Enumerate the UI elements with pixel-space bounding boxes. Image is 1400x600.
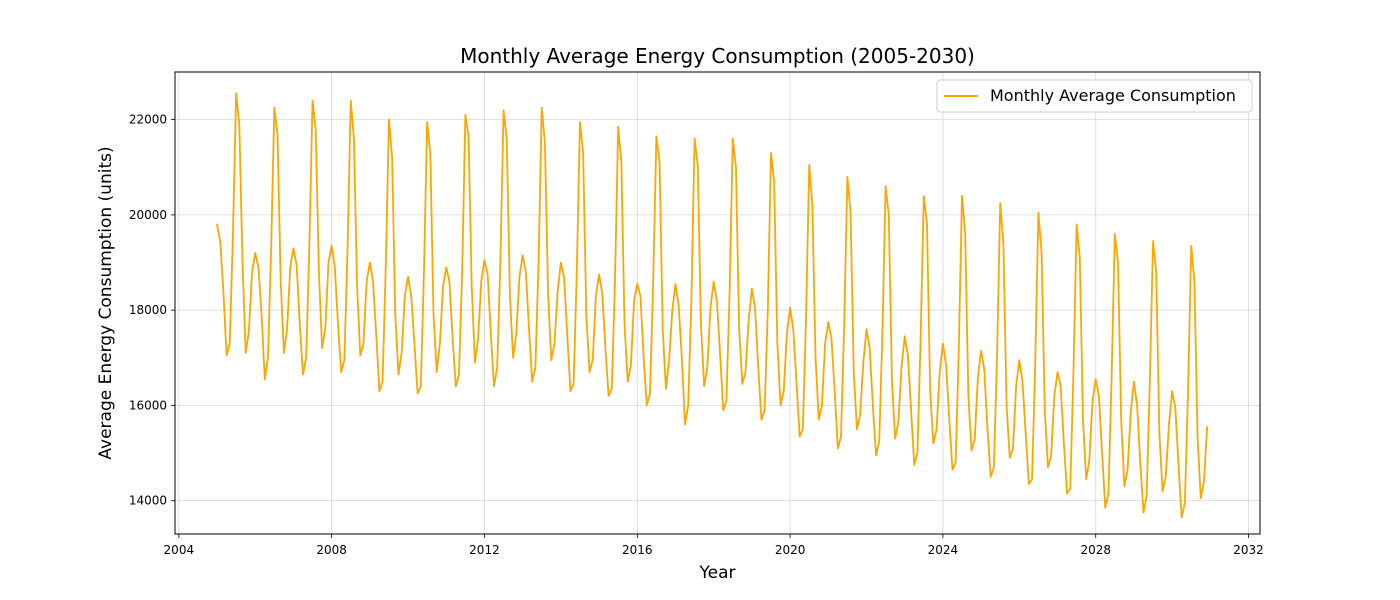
y-tick-label: 22000 [129, 113, 167, 127]
legend: Monthly Average Consumption [936, 79, 1253, 113]
x-tick-label: 2028 [1080, 543, 1111, 557]
y-axis-ticks: 14000 16000 18000 20000 22000 [129, 113, 175, 508]
y-tick-label: 16000 [129, 398, 167, 412]
x-axis-label: Year [699, 563, 736, 583]
y-tick-label: 18000 [129, 303, 167, 317]
y-axis-label: Average Energy Consumption (units) [96, 146, 116, 459]
plot-frame [174, 71, 1261, 535]
y-tick-label: 20000 [129, 208, 167, 222]
x-tick-label: 2012 [469, 543, 500, 557]
chart-title: Monthly Average Energy Consumption (2005… [460, 44, 975, 68]
series-line [216, 92, 1209, 519]
x-tick-label: 2024 [928, 543, 959, 557]
x-tick-label: 2004 [164, 543, 195, 557]
x-tick-label: 2016 [622, 543, 653, 557]
x-axis-ticks: 2004 2008 2012 2016 2020 2024 2028 2032 [164, 534, 1264, 557]
x-tick-label: 2008 [316, 543, 347, 557]
y-tick-label: 14000 [129, 494, 167, 508]
legend-box [936, 79, 1253, 113]
x-tick-label: 2020 [775, 543, 806, 557]
series-layer [216, 92, 1209, 519]
x-tick-label: 2032 [1233, 543, 1264, 557]
legend-label: Monthly Average Consumption [990, 86, 1236, 105]
